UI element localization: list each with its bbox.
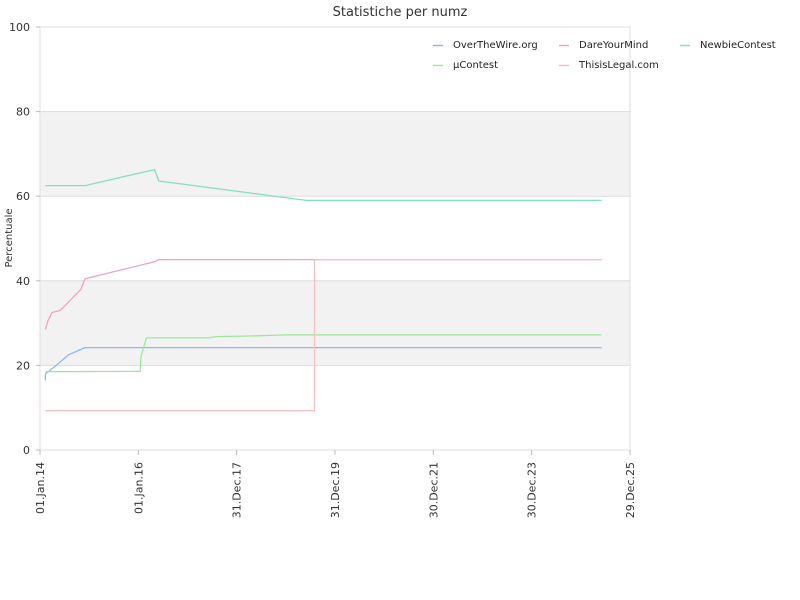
series-line--contest [45,334,602,373]
legend-label: DareYourMind [579,40,648,51]
background-bands [40,111,630,366]
x-tick-label: 31.Dec.19 [329,462,342,518]
plot-frame [39,26,631,451]
x-tick-label: 29.Dec.25 [624,462,637,518]
y-axis-title: Percentuale [4,208,15,267]
legend-label: µContest [453,60,498,71]
y-tick-label: 20 [16,359,30,372]
x-tick-label: 01.Jan.14 [34,462,47,514]
y-tick-label: 0 [23,444,30,457]
y-axis-ticks: 0 20 40 60 80 100 [9,21,40,457]
series-line-dareyourmind [44,258,602,330]
chart-title: Statistiche per numz [333,5,468,20]
y-tick-label: 80 [16,106,30,119]
series-line-newbiecontest [45,168,602,202]
y-tick-label: 60 [16,190,30,203]
grid-lines [40,26,630,451]
y-tick-label: 40 [16,275,30,288]
x-tick-label: 01.Jan.16 [132,462,145,514]
x-tick-label: 30.Dec.23 [526,462,539,518]
legend-label: NewbieContest [700,40,776,51]
legend-label: OverTheWire.org [453,40,538,51]
series-line-thisislegal-com [45,258,602,412]
legend-label: ThisisLegal.com [578,60,659,71]
y-tick-label: 100 [9,21,30,34]
band-0 [40,280,630,366]
band-1 [40,111,630,197]
legend: OverTheWire.org DareYourMind NewbieContest… [433,40,776,71]
x-axis-ticks: 01.Jan.14 01.Jan.16 31.Dec.17 31.Dec.19 30.D… [34,450,637,518]
x-tick-label: 30.Dec.21 [427,462,440,518]
series-line-overthewire-org [44,346,602,381]
x-tick-label: 31.Dec.17 [231,462,244,518]
series-lines [44,168,602,412]
